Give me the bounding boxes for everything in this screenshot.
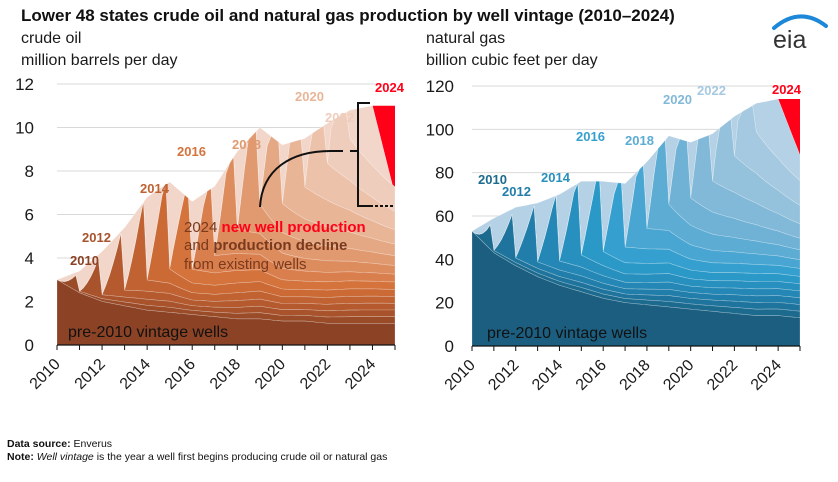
y-tick-label: 0 (445, 337, 454, 356)
vintage-label-2016: 2016 (576, 129, 605, 144)
x-tick-label: 2018 (617, 357, 654, 394)
vintage-label-2020: 2020 (295, 89, 324, 104)
vintage-label-2010: 2010 (70, 253, 99, 268)
x-tick-label: 2014 (117, 356, 154, 393)
x-tick-label: 2016 (162, 356, 199, 393)
vintage-area-2014 (471, 183, 801, 292)
vintage-label-2018: 2018 (625, 133, 654, 148)
x-tick-label: 2022 (704, 357, 741, 394)
oil-y-axis-unit: million barrels per day (21, 52, 178, 69)
vintage-label-2022: 2022 (325, 110, 354, 125)
x-tick-label: 2020 (660, 357, 697, 394)
annotation-leader (259, 149, 358, 208)
annotation-line3: from existing wells (184, 256, 307, 273)
note-text: is the year a well first begins producin… (96, 451, 388, 463)
y-tick-label: 2 (25, 293, 34, 312)
y-tick-label: 40 (435, 250, 454, 269)
chart-title: Lower 48 states crude oil and natural ga… (21, 6, 675, 25)
gas-panel-title: natural gas (426, 30, 506, 47)
y-tick-label: 100 (426, 120, 454, 139)
annotation-line2: and production decline (184, 237, 347, 254)
x-tick-label: 2024 (342, 356, 379, 393)
data-source-line: Data source: Enverus (7, 438, 112, 450)
annotation-new-well: new well production (222, 219, 366, 236)
y-tick-label: 120 (426, 77, 454, 96)
vintage-label-2014: 2014 (140, 181, 170, 196)
data-source-label: Data source: (7, 438, 71, 450)
note-label: Note: (7, 451, 34, 463)
annotation-decline: production decline (213, 237, 347, 254)
x-tick-label: 2012 (72, 356, 109, 393)
y-tick-label: 10 (15, 119, 34, 138)
gas-y-axis-unit: billion cubic feet per day (426, 52, 598, 69)
y-tick-label: 4 (25, 249, 34, 268)
x-tick-label: 2024 (748, 357, 785, 394)
vintage-label-2012: 2012 (502, 184, 531, 199)
data-source-value: Enverus (73, 438, 113, 450)
vintage-label-2018: 2018 (232, 137, 261, 152)
oil-panel-title: crude oil (21, 30, 82, 47)
x-tick-label: 2014 (529, 357, 566, 394)
y-tick-label: 80 (435, 164, 454, 183)
y-tick-label: 8 (25, 162, 34, 181)
note-line: Note: Well vintage is the year a well fi… (7, 451, 387, 463)
note-term: Well vintage (36, 451, 94, 463)
vintage-area-2015 (471, 181, 801, 285)
x-tick-label: 2010 (442, 357, 479, 394)
vintage-label-2024: 2024 (375, 80, 405, 95)
pre-2010-label: pre-2010 vintage wells (68, 324, 228, 341)
annotation-year: 2024 (184, 219, 222, 236)
vintage-label-2012: 2012 (82, 230, 111, 245)
vintage-label-2022: 2022 (697, 83, 726, 98)
pre-2010-label: pre-2010 vintage wells (487, 325, 647, 342)
y-tick-label: 12 (15, 75, 34, 94)
bracket-2024 (357, 102, 370, 207)
vintage-area-2011 (471, 214, 801, 312)
vintage-label-2020: 2020 (663, 92, 692, 107)
annotation-and: and (184, 237, 213, 254)
y-tick-label: 0 (25, 336, 34, 355)
vintage-label-2024: 2024 (772, 82, 802, 97)
x-tick-label: 2022 (297, 356, 334, 393)
x-tick-label: 2010 (27, 356, 64, 393)
x-tick-label: 2012 (485, 357, 522, 394)
y-tick-label: 6 (25, 206, 34, 225)
vintage-area-2014 (56, 184, 396, 298)
x-tick-label: 2020 (252, 356, 289, 393)
eia-logo-text: eia (773, 26, 806, 52)
vintage-label-2016: 2016 (177, 144, 206, 159)
vintage-label-2010: 2010 (478, 172, 507, 187)
annotation-line1: 2024 new well production (184, 219, 366, 236)
y-tick-label: 60 (435, 207, 454, 226)
eia-logo: eia (772, 14, 828, 52)
x-tick-label: 2016 (573, 357, 610, 394)
eia-logo-arc (772, 14, 828, 30)
x-tick-label: 2018 (207, 356, 244, 393)
y-tick-label: 20 (435, 294, 454, 313)
vintage-label-2014: 2014 (541, 170, 571, 185)
vintage-area-2012 (56, 233, 396, 312)
